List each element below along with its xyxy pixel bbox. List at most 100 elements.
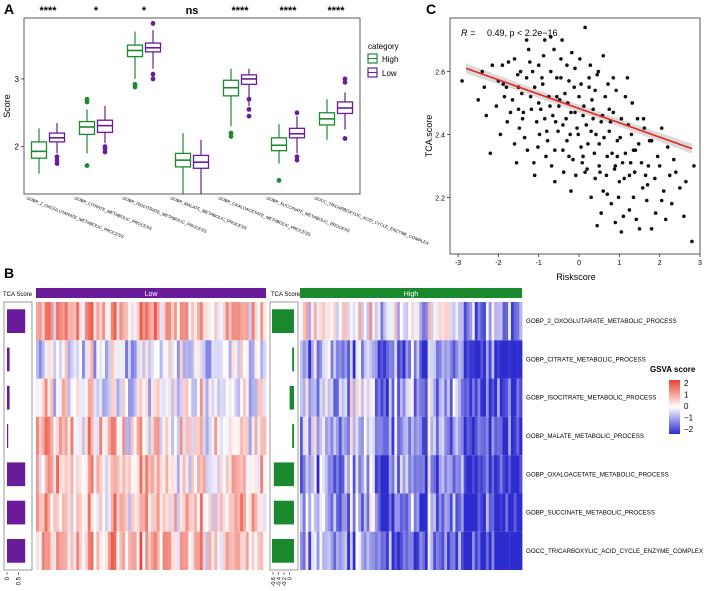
c-point [611,75,616,80]
heatmap-cell [460,416,465,456]
tca-bar-low [7,347,10,372]
heatmap-cell [394,302,398,341]
heatmap-cell [366,493,370,532]
c-point [581,154,585,159]
heatmap-cell [430,493,434,532]
a-category-label: GOBP_OXALOACETATE_METABOLIC_PROCESS [218,195,312,237]
c-point [584,123,589,127]
gsva-legend-title: GSVA score [650,365,696,374]
heatmap-cell [394,455,398,494]
heatmap-cell [263,493,267,532]
heatmap-cell [113,493,117,532]
heatmap-cell [455,455,459,494]
heatmap-cell [402,455,406,494]
heatmap-cell [330,416,334,456]
c-point [579,145,583,149]
heatmap-cell [366,455,370,494]
heatmap-cell [463,493,467,532]
c-point [579,82,583,86]
heatmap-cell [125,416,129,456]
heatmap-cell [220,340,224,379]
heatmap-cell [53,455,57,494]
heatmap-cell [411,302,415,341]
heatmap-cell [125,340,129,379]
heatmap-cell [153,493,158,532]
group-bar-high [300,288,522,298]
a-significance-label: **** [279,5,297,17]
heatmap-cell [477,378,481,417]
heatmap-cell [505,302,509,341]
heatmap-cell [399,378,404,417]
heatmap-cell [305,378,309,417]
c-point [631,195,636,200]
heatmap-cell [358,493,362,532]
heatmap-cell [491,493,495,532]
heatmap-cell [460,493,465,532]
heatmap-cell [388,531,392,570]
heatmap-cell [240,493,244,532]
heatmap-cell [405,378,409,417]
heatmap-cell [113,340,117,379]
heatmap-cell [397,302,401,341]
heatmap-cell [424,455,429,494]
heatmap-cell [159,416,163,456]
heatmap-cell [430,302,434,341]
heatmap-cell [179,531,184,570]
heatmap-cell [142,302,146,341]
heatmap-cell [391,455,395,494]
panel-a-significance: **** * * ns **** **** **** [39,5,345,17]
heatmap-cell [188,340,192,379]
c-point [514,160,519,165]
c-point [659,198,664,203]
heatmap-cell [191,455,195,494]
heatmap-cell [165,531,169,570]
heatmap-cell [494,416,498,456]
heatmap-cell [70,455,74,494]
heatmap-cell [480,455,484,494]
heatmap-cell [455,340,459,379]
a-outlier [84,163,90,168]
heatmap-cell [107,531,112,570]
tca-bar-low [7,538,26,563]
heatmap-cell [338,378,343,417]
heatmap-cell [64,455,69,494]
heatmap-cell [480,340,484,379]
heatmap-cell [110,493,115,532]
heatmap-cell [257,455,261,494]
heatmap-cell [374,493,379,532]
heatmap-cell [438,416,442,456]
heatmap-cell [260,416,264,456]
heatmap-cell [452,531,456,570]
heatmap-cell [36,416,40,456]
heatmap-cell [499,531,503,570]
heatmap-cell [499,493,503,532]
heatmap-cell [372,531,376,570]
heatmap-cell [194,340,198,379]
heatmap-cell [139,302,143,341]
heatmap-row-label: GOBP_SUCCINATE_METABOLIC_PROCESS [526,510,655,517]
heatmap-cell [61,302,66,341]
heatmap-cell [139,455,143,494]
c-point [619,116,624,121]
c-point [508,110,513,115]
heatmap-cell [485,531,490,570]
heatmap-cell [361,416,365,456]
c-point [601,53,606,58]
heatmap-cell [508,416,512,456]
heatmap-cell [491,302,495,341]
heatmap-cell [70,493,74,532]
heatmap-cell [324,493,329,532]
heatmap-cell [90,531,94,570]
heatmap-cell [84,416,89,456]
c-point [506,60,511,64]
heatmap-cell [458,455,462,494]
c-point [577,94,581,99]
c-point [637,227,642,231]
heatmap-cell [105,493,109,532]
heatmap-cell [313,455,318,494]
c-point [528,60,532,64]
heatmap-cell [513,302,517,341]
heatmap-cell [110,378,115,417]
heatmap-cell [399,416,404,456]
heatmap-cell [505,531,509,570]
